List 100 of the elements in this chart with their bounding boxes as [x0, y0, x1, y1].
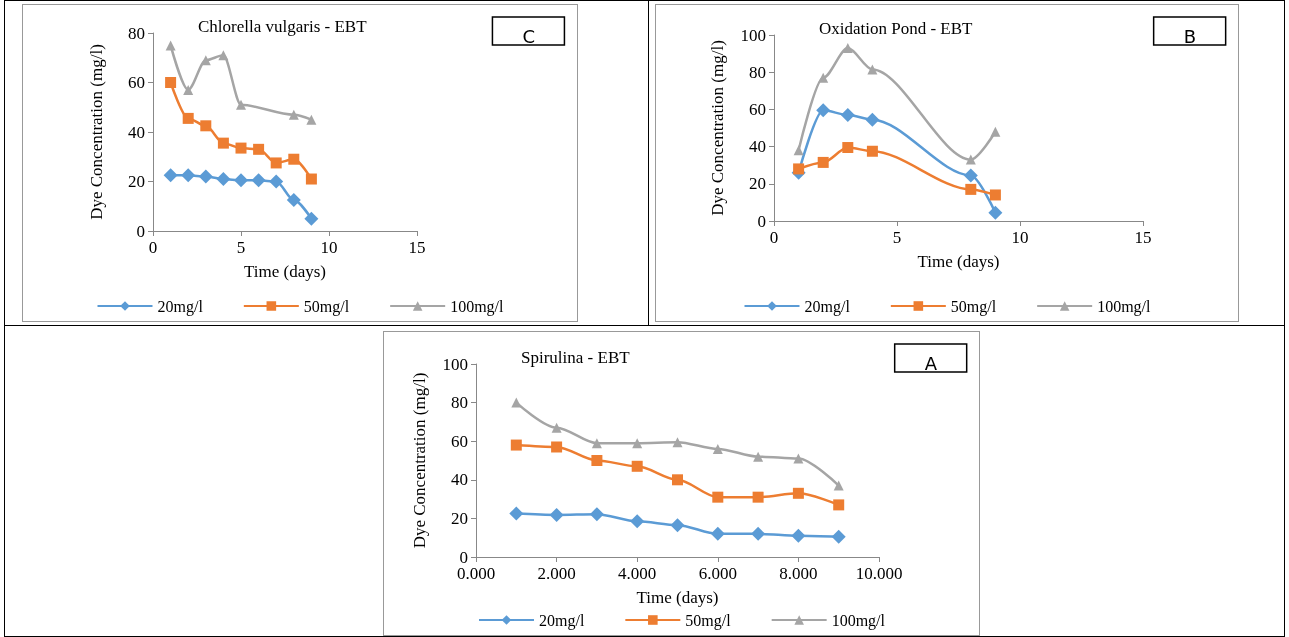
x-tick-label: 0: [769, 228, 779, 247]
point: [631, 460, 643, 472]
point: [990, 126, 1001, 137]
point: [216, 172, 231, 187]
y-tick-label: 20: [749, 174, 766, 194]
point: [163, 168, 178, 183]
point: [793, 163, 805, 175]
point: [989, 189, 1001, 201]
chart-title: Chlorella vulgaris - EBT: [198, 17, 368, 36]
point: [842, 142, 854, 154]
point: [833, 499, 845, 511]
x-tick-label: 4.000: [618, 564, 657, 583]
point: [217, 137, 229, 149]
point: [710, 526, 725, 541]
point: [511, 397, 522, 408]
x-tick-label: 5: [892, 228, 902, 247]
point: [793, 145, 804, 156]
point: [988, 205, 1003, 220]
point: [305, 173, 317, 185]
x-tick-label: 8.000: [779, 564, 818, 583]
legend-label: 100mg/l: [1097, 297, 1152, 316]
legend-label: 20mg/l: [539, 611, 585, 630]
y-tick-label: 100: [442, 354, 468, 374]
x-tick-label: 5: [236, 238, 246, 257]
y-tick-label: 60: [749, 99, 766, 119]
point: [183, 84, 194, 95]
x-tick-label: 15: [408, 238, 426, 257]
y-axis-title: Dye Concentration (mg/l): [708, 40, 727, 216]
point: [712, 491, 724, 503]
x-tick-label: 0.000: [456, 564, 496, 583]
point: [752, 491, 764, 503]
x-tick-label: 0: [148, 238, 158, 257]
point: [833, 480, 844, 491]
y-tick-label: 40: [749, 137, 766, 157]
point: [551, 422, 562, 433]
y-tick-label: 100: [740, 25, 766, 45]
point: [831, 529, 846, 544]
y-axis-title: Dye Concentration (mg/l): [87, 44, 106, 220]
text: A: [924, 352, 938, 374]
point: [165, 40, 176, 51]
x-tick-label: 2.000: [537, 564, 576, 583]
legend-label: 20mg/l: [157, 297, 204, 316]
point: [589, 507, 604, 522]
point: [235, 142, 247, 154]
point: [963, 168, 978, 183]
legend-label: 100mg/l: [450, 297, 505, 316]
x-tick-label: 6.000: [698, 564, 737, 583]
y-tick-label: 20: [451, 508, 468, 528]
point: [965, 183, 977, 195]
point: [288, 153, 300, 165]
legend-label: 50mg/l: [950, 297, 997, 316]
point: [509, 506, 524, 521]
point: [630, 514, 645, 529]
point: [269, 174, 284, 189]
chart-title: Spirulina - EBT: [521, 348, 631, 367]
point: [253, 143, 265, 155]
point: [751, 526, 766, 541]
point: [791, 528, 806, 543]
point: [867, 64, 878, 75]
chart-title: Oxidation Pond - EBT: [819, 19, 974, 38]
point: [181, 168, 196, 183]
point: [792, 487, 804, 499]
x-tick-label: 10: [1011, 228, 1029, 247]
point: [840, 107, 855, 122]
point: [218, 50, 229, 61]
point: [817, 156, 829, 168]
point: [288, 109, 299, 120]
point: [182, 112, 194, 124]
point: [591, 455, 603, 466]
text: B: [1183, 25, 1197, 47]
point: [234, 173, 248, 188]
point: [965, 154, 976, 165]
point: [510, 439, 522, 451]
text: C: [522, 25, 536, 47]
y-tick-label: 40: [451, 470, 468, 490]
legend-label: 100mg/l: [831, 611, 886, 630]
point: [200, 120, 212, 132]
x-tick-label: 10.000: [855, 564, 903, 583]
point: [198, 169, 213, 184]
point: [670, 518, 685, 533]
point: [591, 438, 602, 449]
point: [270, 157, 282, 169]
point: [866, 145, 878, 157]
point: [818, 72, 829, 83]
x-tick-label: 10: [320, 238, 338, 257]
y-tick-label: 80: [451, 393, 468, 413]
y-tick-label: 80: [128, 23, 145, 43]
point: [793, 453, 804, 464]
point: [549, 507, 564, 522]
x-axis-title: Time (days): [917, 252, 1000, 271]
x-axis-title: Time (days): [243, 262, 327, 281]
y-tick-label: 60: [451, 431, 468, 451]
point: [865, 112, 880, 127]
point: [672, 437, 683, 448]
point: [165, 77, 177, 88]
x-tick-label: 15: [1134, 228, 1152, 247]
point: [842, 43, 853, 54]
point: [286, 193, 301, 208]
legend-label: 50mg/l: [303, 297, 350, 316]
point: [306, 114, 317, 125]
